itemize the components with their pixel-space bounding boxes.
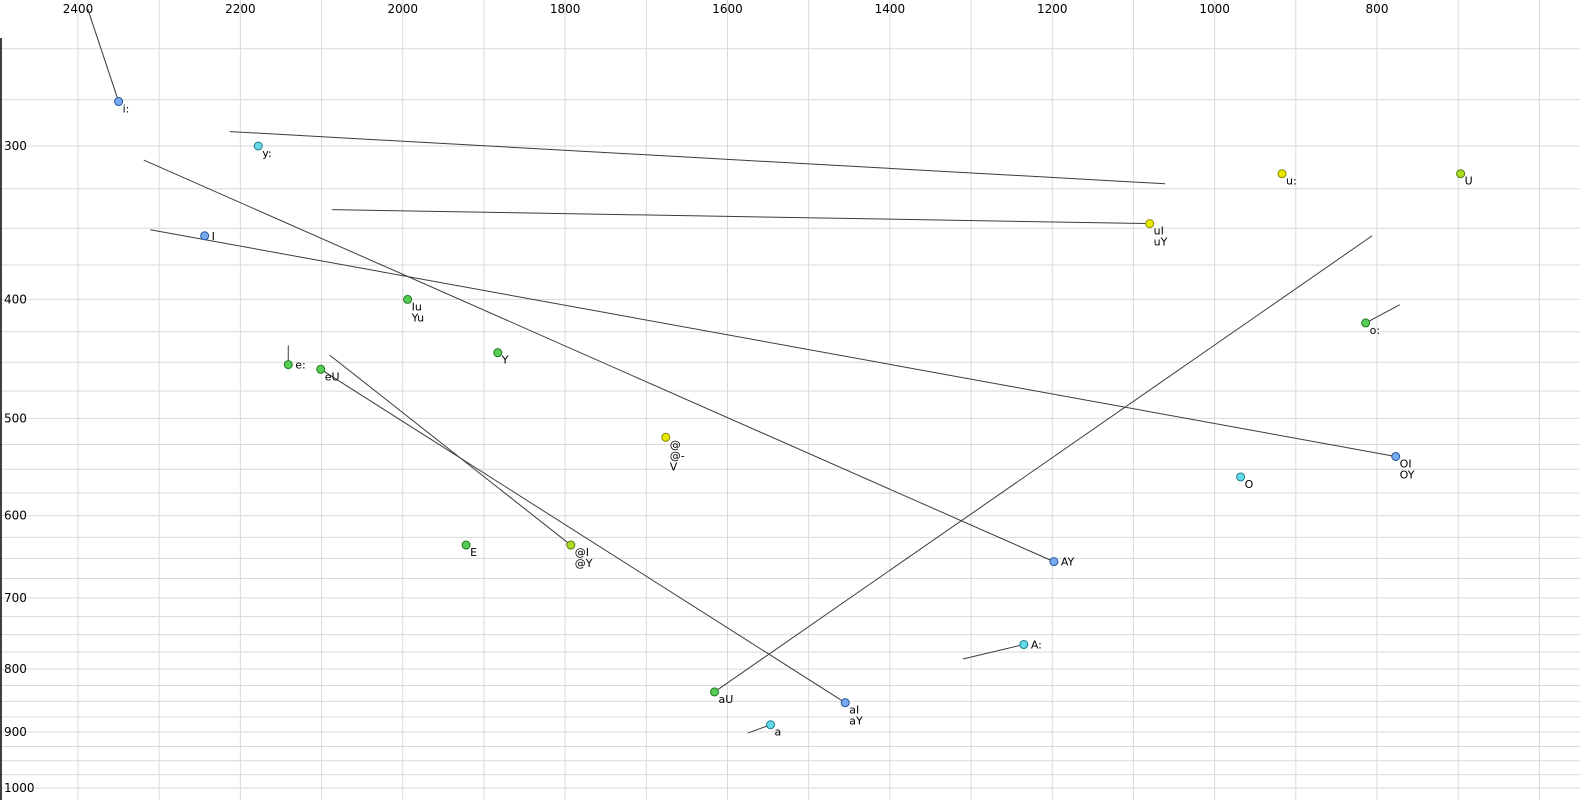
vowel-point-uI[interactable] (1145, 219, 1155, 229)
y-tick-label: 800 (4, 662, 27, 676)
vowel-label-aU: aU (719, 693, 734, 706)
y-tick-label: 500 (4, 411, 27, 425)
vowel-label-@I: @I (575, 546, 589, 559)
x-tick-label: 1200 (1037, 2, 1068, 16)
trajectory-i: (87, 8, 120, 102)
vowel-point-e:[interactable] (283, 360, 293, 370)
vowel-point-Iu[interactable] (403, 294, 413, 304)
vowel-label-OI: OI (1400, 458, 1412, 471)
vowel-label-V: V (670, 460, 678, 473)
vowel-point-I[interactable] (200, 231, 210, 241)
vowel-label-Yu: Yu (411, 311, 424, 324)
y-tick-label: 600 (4, 509, 27, 523)
x-tick-label: 1600 (712, 2, 743, 16)
vowel-label-aY: aY (849, 715, 863, 728)
vowel-label-E: E (470, 546, 477, 559)
vowel-label-uI: uI (1154, 225, 1164, 238)
vowel-point-O[interactable] (1236, 472, 1246, 482)
vowel-point-AY[interactable] (1049, 557, 1059, 567)
vowel-label-Y: Y (501, 354, 509, 367)
vowel-point-eU[interactable] (316, 364, 326, 374)
vowel-label-y:: y: (262, 147, 271, 160)
vowel-label-eU: eU (325, 370, 340, 383)
vowel-label-uY: uY (1154, 236, 1168, 249)
vowel-point-@[interactable] (661, 432, 671, 442)
vowel-label-@-: @- (670, 449, 685, 462)
vowel-label-o:: o: (1370, 324, 1380, 337)
vowel-label-A:: A: (1031, 639, 1042, 652)
trajectory-o: (1365, 304, 1400, 324)
vowel-label-OY: OY (1400, 469, 1415, 482)
x-tick-label: 1000 (1199, 2, 1230, 16)
trajectory-@I (329, 354, 572, 546)
vowel-point-aI[interactable] (840, 698, 850, 708)
vowel-point-E[interactable] (461, 540, 471, 550)
x-tick-label: 2200 (225, 2, 256, 16)
vowel-point-Y[interactable] (493, 348, 503, 358)
vowel-label-@: @ (670, 438, 681, 451)
trajectory-aU (714, 235, 1373, 693)
trajectory-OI (150, 229, 1396, 457)
vowel-label-U: U (1465, 175, 1473, 188)
x-tick-label: 800 (1366, 2, 1389, 16)
vowel-point-a[interactable] (766, 720, 776, 730)
vowel-label-I: I (212, 230, 215, 243)
vowel-point-U[interactable] (1456, 169, 1466, 179)
x-tick-label: 1800 (550, 2, 581, 16)
trajectory-aI (320, 368, 846, 704)
vowel-point-i:[interactable] (114, 97, 124, 107)
vowel-label-Iu: Iu (412, 300, 422, 313)
y-tick-label: 900 (4, 725, 27, 739)
vowel-label-O: O (1245, 478, 1254, 491)
y-tick-label: 700 (4, 591, 27, 605)
vowel-label-u:: u: (1286, 175, 1297, 188)
vowel-point-y:[interactable] (253, 141, 263, 151)
trajectory-uI (332, 209, 1150, 225)
vowel-label-i:: i: (123, 103, 130, 116)
x-tick-label: 2000 (387, 2, 418, 16)
vowel-point-A:[interactable] (1019, 640, 1029, 650)
trajectory-y: (229, 131, 1166, 185)
vowel-point-OI[interactable] (1391, 452, 1401, 462)
y-tick-label: 300 (4, 139, 27, 153)
trajectory-AY (143, 159, 1055, 563)
vowel-point-o:[interactable] (1361, 318, 1371, 328)
vowel-label-@Y: @Y (575, 557, 593, 570)
y-tick-label: 1000 (4, 781, 35, 795)
x-tick-label: 2400 (63, 2, 94, 16)
vowel-label-aI: aI (849, 704, 859, 717)
x-tick-label: 1400 (875, 2, 906, 16)
trajectory-A: (962, 644, 1024, 660)
vowel-label-a: a (775, 726, 782, 739)
y-tick-label: 400 (4, 292, 27, 306)
vowel-point-u:[interactable] (1277, 169, 1287, 179)
vowel-point-@I[interactable] (566, 540, 576, 550)
vowel-label-e:: e: (295, 359, 305, 372)
vowel-point-aU[interactable] (710, 687, 720, 697)
vowel-label-AY: AY (1061, 556, 1075, 569)
